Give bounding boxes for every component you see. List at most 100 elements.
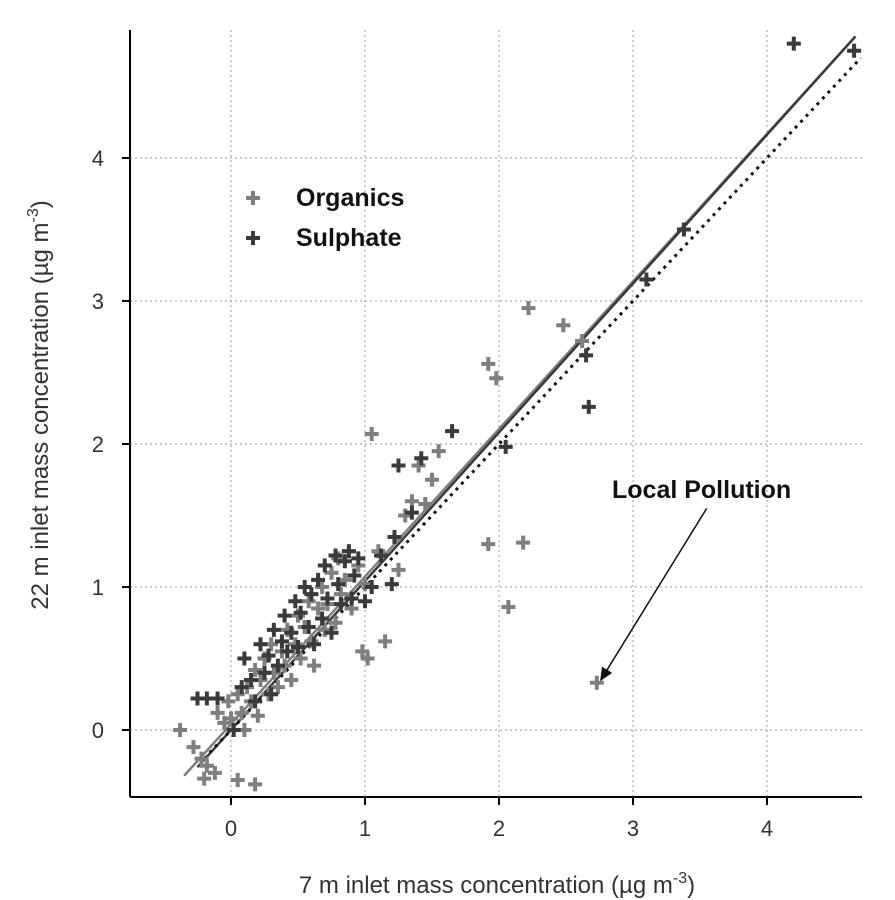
data-point — [301, 594, 316, 609]
data-point — [328, 548, 343, 563]
data-point — [253, 637, 268, 652]
annotation-text: Local Pollution — [612, 476, 791, 504]
data-point — [414, 451, 429, 466]
data-point — [404, 505, 419, 520]
data-point — [324, 625, 339, 640]
data-point — [481, 537, 496, 552]
data-point — [328, 615, 343, 630]
data-point — [378, 634, 393, 649]
axis-ticks: 0 1 2 3 4 0 1 2 3 4 — [92, 146, 773, 841]
data-point — [498, 439, 513, 454]
grid — [130, 30, 862, 797]
data-point — [304, 587, 319, 602]
data-point — [311, 601, 326, 616]
data-point — [331, 577, 346, 592]
data-point — [311, 572, 326, 587]
data-point — [344, 591, 359, 606]
data-point — [391, 562, 406, 577]
data-point — [244, 672, 259, 687]
y-tick-label: 3 — [92, 289, 104, 314]
data-point — [556, 318, 571, 333]
data-point — [639, 272, 654, 287]
data-point — [284, 672, 299, 687]
legend-marker-organics — [246, 191, 260, 205]
x-axis-title: 7 m inlet mass concentration (µg m-3) — [299, 870, 695, 899]
data-point — [284, 625, 299, 640]
data-point — [521, 301, 536, 316]
data-point — [270, 680, 285, 695]
data-point — [291, 640, 305, 655]
data-point — [270, 658, 285, 673]
data-point — [173, 723, 188, 737]
data-point — [411, 458, 426, 473]
data-point — [199, 758, 214, 773]
data-point — [676, 222, 691, 237]
data-point — [297, 580, 312, 594]
fit-line — [203, 56, 862, 760]
x-tick-label: 2 — [493, 816, 505, 841]
data-point — [248, 694, 263, 709]
y-tick-label: 0 — [92, 718, 104, 743]
data-point — [266, 622, 281, 637]
data-point — [324, 565, 339, 580]
data-point — [293, 605, 308, 620]
data-point — [355, 644, 370, 659]
data-point — [221, 694, 236, 709]
data-point — [210, 691, 225, 706]
x-tick-label: 0 — [225, 816, 237, 841]
legend-marker — [246, 231, 260, 245]
y-tick-label: 1 — [92, 575, 104, 600]
data-point — [194, 751, 209, 766]
data-point — [261, 648, 276, 663]
data-point — [481, 356, 496, 371]
data-point — [589, 675, 604, 690]
data-point — [250, 708, 265, 723]
x-tick-label: 4 — [761, 816, 773, 841]
x-tick-label: 1 — [359, 816, 371, 841]
legend: Organics Sulphate — [246, 184, 404, 252]
legend-marker-sulphate — [246, 231, 260, 245]
data-point — [575, 334, 590, 349]
data-point — [274, 634, 289, 649]
annotation-local-pollution: Local Pollution — [600, 476, 791, 682]
data-point — [317, 558, 332, 573]
series-organics — [173, 301, 604, 792]
data-point — [234, 680, 249, 695]
data-point — [234, 705, 249, 720]
data-point — [301, 620, 316, 635]
data-point — [280, 644, 295, 659]
data-point — [374, 548, 389, 563]
data-point — [489, 371, 504, 386]
data-point — [387, 529, 402, 544]
data-point — [337, 554, 352, 569]
data-point — [364, 580, 379, 594]
data-point — [347, 568, 362, 583]
data-point — [207, 765, 222, 780]
data-point — [431, 444, 446, 459]
data-point — [786, 36, 801, 51]
data-point — [293, 651, 308, 666]
x-tick-label: 3 — [627, 816, 639, 841]
data-point — [364, 426, 379, 441]
data-point — [264, 687, 279, 702]
y-tick-label: 4 — [92, 146, 104, 171]
data-point — [579, 348, 594, 363]
legend-label-sulphate: Sulphate — [296, 224, 402, 252]
data-point — [358, 594, 372, 609]
data-point — [186, 740, 201, 755]
data-point — [425, 472, 439, 487]
data-point — [320, 591, 335, 606]
data-point — [333, 597, 348, 612]
data-point — [341, 544, 356, 559]
data-point — [391, 458, 406, 473]
data-point — [516, 535, 531, 550]
data-point — [226, 723, 241, 737]
data-point — [360, 651, 375, 666]
data-point — [418, 497, 433, 512]
data-points — [173, 36, 862, 792]
y-tick-label: 2 — [92, 432, 104, 457]
legend-marker — [246, 191, 260, 205]
series-sulphate — [190, 36, 862, 737]
data-point — [197, 771, 212, 786]
data-point — [501, 600, 516, 615]
